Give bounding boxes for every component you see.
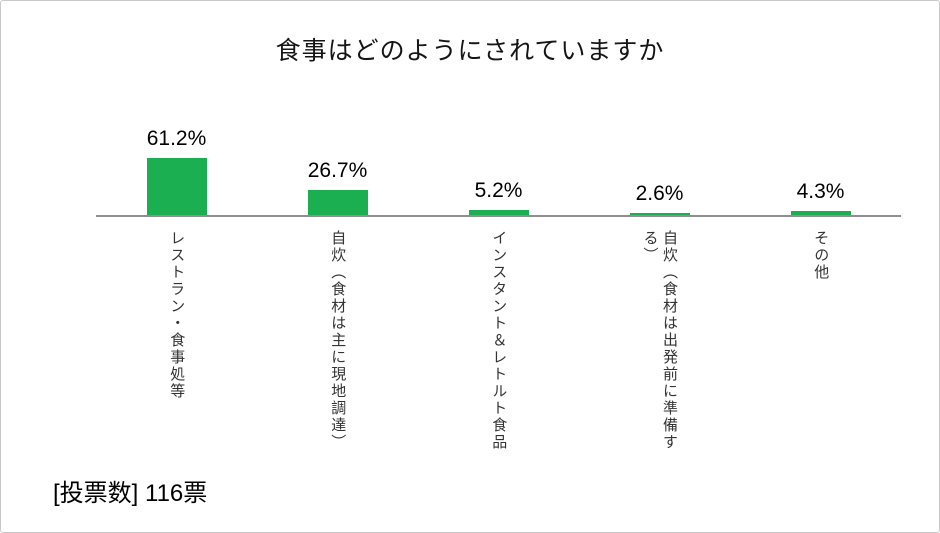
bar-value-label: 26.7% [307,159,368,183]
category-label-column: インスタント＆レトルト食品 [418,230,579,469]
x-axis-line [96,215,901,217]
category-label: インスタント＆レトルト食品 [490,230,508,451]
category-label: レストラン・食事処等 [168,230,186,400]
bar [629,212,690,215]
bar-value-label: 2.6% [635,181,684,205]
category-label: 自炊（食材は主に現地調達） [329,230,347,451]
bar-column: 26.7% [257,159,418,215]
category-label: その他 [812,230,830,281]
category-label: 自炊（食材は出発前に準備する） [641,230,679,451]
category-label-column: レストラン・食事処等 [96,230,257,469]
bar-column: 61.2% [96,127,257,215]
chart-title: 食事はどのようにされていますか [275,37,665,65]
category-label-column: 自炊（食材は主に現地調達） [257,230,418,469]
bar [468,210,529,215]
bar-value-label: 61.2% [146,127,207,151]
bar [790,211,851,215]
bar-column: 5.2% [418,179,579,215]
category-label-column: その他 [740,230,901,469]
bar [307,190,368,215]
bar-column: 2.6% [579,182,740,215]
bar-value-label: 5.2% [474,179,523,203]
bar-column: 4.3% [740,180,901,215]
bars-row: 61.2% 26.7% 5.2% 2.6% 4.3% [96,67,901,215]
bar [146,158,207,215]
category-label-column: 自炊（食材は出発前に準備する） [579,230,740,469]
vote-count-note: [投票数] 116票 [53,480,208,507]
category-labels-row: レストラン・食事処等 自炊（食材は主に現地調達） インスタント＆レトルト食品 自炊（食… [96,217,901,469]
bar-value-label: 4.3% [796,180,845,204]
bar-chart-plot: 61.2% 26.7% 5.2% 2.6% 4.3% レストラン・食事処等 自炊（食材は主… [96,67,901,469]
